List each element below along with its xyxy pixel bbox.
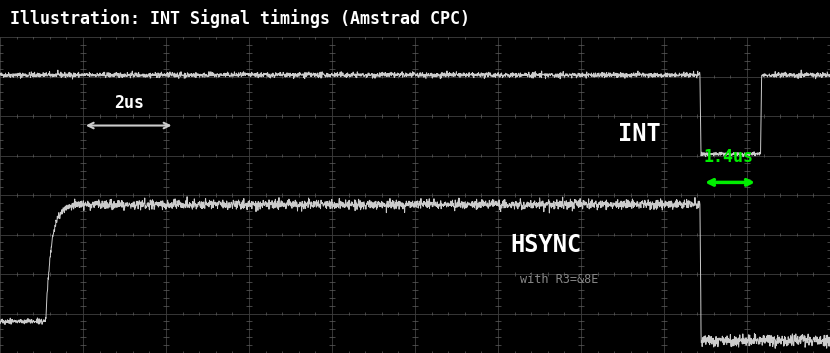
Text: INT: INT bbox=[618, 122, 662, 146]
Text: 1.4us: 1.4us bbox=[704, 148, 754, 166]
Text: HSYNC: HSYNC bbox=[510, 233, 582, 257]
Text: 2us: 2us bbox=[114, 94, 144, 112]
Text: with R3=&8E: with R3=&8E bbox=[520, 274, 598, 287]
Text: Illustration: INT Signal timings (Amstrad CPC): Illustration: INT Signal timings (Amstra… bbox=[10, 9, 470, 28]
